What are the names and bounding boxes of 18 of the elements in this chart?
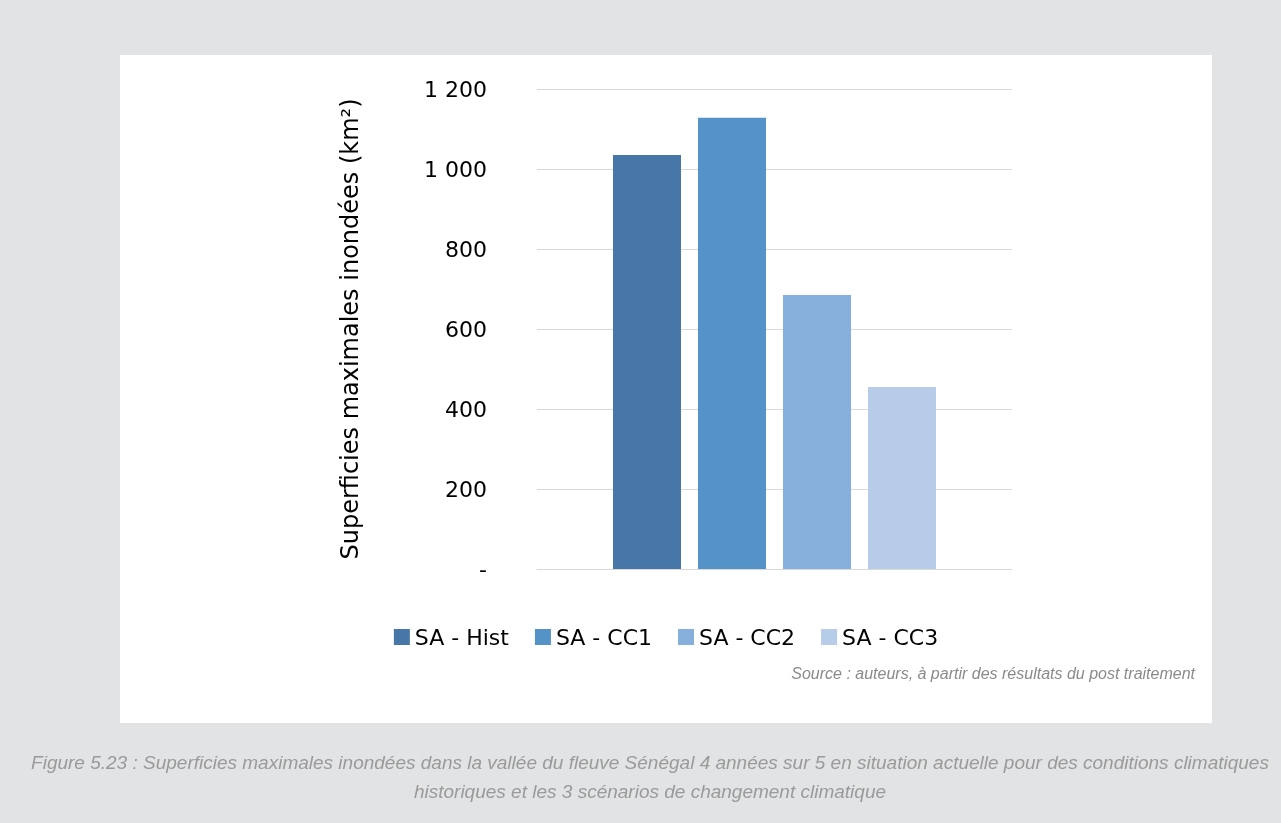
y-tick-label: 1 000 bbox=[424, 156, 487, 182]
legend-label: SA - CC1 bbox=[555, 624, 653, 650]
y-tick-label: 1 200 bbox=[424, 76, 487, 102]
bar bbox=[783, 295, 851, 569]
legend-label: SA - CC3 bbox=[842, 624, 939, 650]
y-tick-label: 200 bbox=[445, 476, 487, 502]
bar bbox=[698, 117, 766, 569]
y-tick-label: 400 bbox=[445, 396, 487, 422]
source-note: Source : auteurs, à partir des résultats du post traitement bbox=[791, 665, 1195, 683]
legend-label: SA - CC2 bbox=[699, 624, 796, 650]
y-tick-label: - bbox=[479, 556, 487, 582]
caption: Figure 5.23 : Superficies maximales inondées dans la vallée du fleuve Sénégal 4 années sur 5 en situation actuelle pour des conditions climatiques historiques et les 3 scénarios de changement climatique bbox=[30, 751, 1270, 804]
y-tick-label: 600 bbox=[445, 316, 487, 342]
y-tick-label: 800 bbox=[445, 236, 487, 262]
bar bbox=[868, 387, 936, 569]
bar bbox=[613, 155, 681, 569]
y-axis-title: Superficies maximales inondées (km²) bbox=[336, 98, 364, 560]
legend-label: SA - Hist bbox=[414, 624, 510, 650]
